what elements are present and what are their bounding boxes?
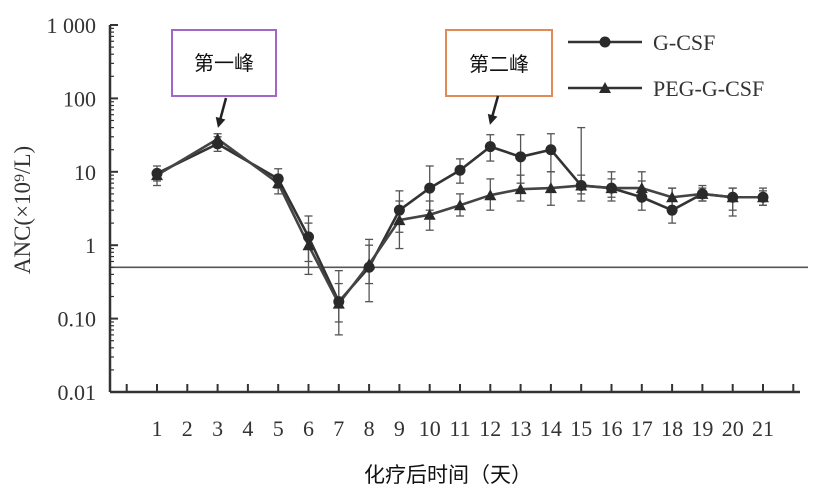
data-point-triangle [423, 208, 436, 220]
y-tick-label: 1 [85, 233, 96, 258]
data-point-triangle [363, 258, 376, 270]
x-tick-label: 19 [691, 416, 713, 441]
legend-marker-triangle [599, 82, 611, 93]
x-tick-label: 16 [601, 416, 623, 441]
data-point-triangle [726, 191, 739, 203]
data-point-circle [484, 141, 496, 153]
x-tick-label: 4 [242, 416, 253, 441]
x-tick-label: 10 [419, 416, 441, 441]
x-tick-label: 18 [661, 416, 683, 441]
data-point-circle [515, 151, 527, 163]
legend-label: PEG-G-CSF [653, 76, 764, 101]
annotation-box [445, 29, 553, 97]
data-point-triangle [635, 182, 648, 194]
data-point-triangle [332, 297, 345, 309]
data-point-triangle [454, 199, 466, 211]
data-point-triangle [575, 179, 588, 191]
data-point-triangle [514, 183, 527, 195]
y-axis-title: ANC(×10⁹/L) [10, 146, 35, 274]
y-tick-label: 1 000 [47, 13, 97, 38]
x-tick-label: 11 [449, 416, 470, 441]
x-tick-label: 15 [570, 416, 592, 441]
x-tick-label: 12 [479, 416, 501, 441]
data-point-triangle [544, 182, 557, 194]
data-point-triangle [393, 214, 406, 226]
x-tick-label: 2 [182, 416, 193, 441]
y-tick-label: 100 [63, 86, 96, 111]
y-tick-label: 0.10 [58, 307, 97, 332]
annotation-label: 第一峰 [194, 51, 254, 75]
x-tick-label: 9 [394, 416, 405, 441]
x-tick-label: 13 [510, 416, 532, 441]
data-point-triangle [151, 169, 163, 181]
x-axis-title: 化疗后时间（天） [364, 463, 532, 487]
data-point-circle [424, 182, 436, 194]
data-point-triangle [696, 187, 709, 199]
x-tick-label: 3 [212, 416, 223, 441]
x-tick-label: 5 [273, 416, 284, 441]
annotation-arrowhead [215, 116, 226, 128]
x-tick-label: 14 [540, 416, 562, 441]
legend-label: G-CSF [653, 30, 715, 55]
y-tick-label: 0.01 [58, 380, 97, 405]
data-point-circle [303, 231, 314, 243]
legend-marker-circle [599, 36, 611, 48]
y-tick-label: 10 [74, 160, 96, 185]
data-point-triangle [484, 189, 497, 201]
data-point-circle [636, 191, 648, 203]
data-point-circle [545, 144, 557, 156]
x-tick-label: 20 [722, 416, 744, 441]
data-point-triangle [211, 132, 224, 144]
annotation-arrowhead [487, 113, 498, 125]
data-point-circle [454, 164, 466, 176]
x-tick-label: 7 [333, 416, 344, 441]
x-tick-label: 1 [152, 416, 163, 441]
data-point-triangle [757, 191, 769, 203]
annotation-box [171, 29, 277, 97]
annotation-label: 第二峰 [469, 52, 529, 76]
x-tick-label: 17 [631, 416, 653, 441]
data-point-circle [393, 204, 405, 216]
data-point-circle [666, 204, 678, 216]
data-point-triangle [666, 191, 679, 203]
x-tick-label: 8 [364, 416, 375, 441]
x-tick-label: 6 [303, 416, 314, 441]
data-point-triangle [302, 239, 315, 251]
x-tick-label: 21 [752, 416, 774, 441]
data-point-triangle [272, 177, 285, 189]
data-point-triangle [605, 182, 618, 194]
